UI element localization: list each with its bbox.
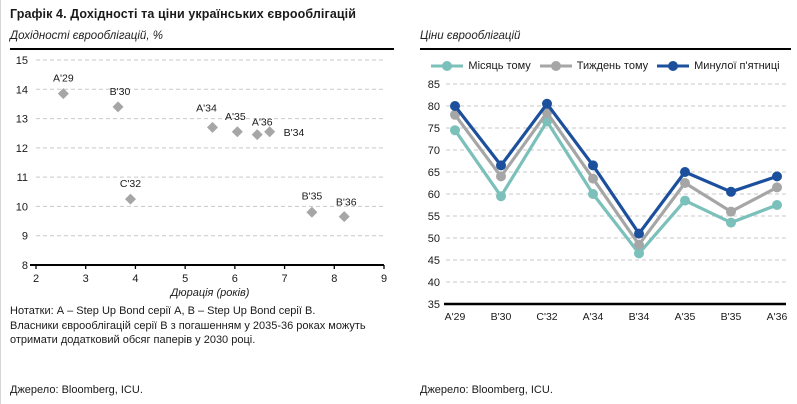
svg-text:B'30: B'30 [491, 311, 512, 323]
legend-label: Місяць тому [468, 60, 531, 72]
legend-item-last-friday: Минулої п'ятниці [657, 60, 780, 72]
svg-text:8: 8 [331, 273, 337, 285]
svg-text:4: 4 [132, 273, 138, 285]
yields-scatter-chart: 8 9 10 11 12 13 14 15 2 3 4 5 6 7 8 9 Дюрація (років) A'2… [16, 55, 387, 299]
legend-label: Минулої п'ятниці [694, 60, 780, 72]
svg-text:C'32: C'32 [536, 311, 557, 323]
source-text-right: Джерело: Bloomberg, ICU. [420, 384, 553, 396]
svg-text:A'34: A'34 [583, 311, 604, 323]
svg-text:50: 50 [428, 233, 440, 245]
svg-text:12: 12 [16, 143, 28, 155]
svg-text:C'32: C'32 [120, 178, 141, 190]
svg-text:A'35: A'35 [675, 311, 696, 323]
yields-divider-rule [10, 48, 394, 50]
svg-text:B'30: B'30 [110, 86, 131, 98]
svg-text:9: 9 [381, 273, 387, 285]
svg-text:11: 11 [17, 172, 28, 184]
svg-text:35: 35 [428, 299, 440, 311]
legend-line-marker-icon [431, 61, 464, 71]
svg-text:B'34: B'34 [629, 311, 650, 323]
source-text-left: Джерело: Bloomberg, ICU. [10, 384, 143, 396]
figure-title: Графік 4. Дохідності та ціни українських… [10, 7, 357, 21]
svg-text:A'35: A'35 [225, 111, 246, 123]
svg-text:A'29: A'29 [53, 73, 74, 85]
svg-text:15: 15 [16, 55, 28, 67]
prices-line-chart: 35 40 45 50 55 60 65 70 75 80 85 A'29 B'30 C'32 A'34 B'… [428, 79, 788, 323]
svg-text:85: 85 [428, 79, 440, 91]
svg-text:A'36: A'36 [252, 117, 273, 129]
svg-text:B'35: B'35 [721, 311, 742, 323]
svg-text:2: 2 [33, 273, 39, 285]
svg-text:A'36: A'36 [767, 311, 788, 323]
legend-label: Тиждень тому [576, 60, 649, 72]
yields-subtitle: Дохідності єврооблігацій, % [10, 30, 163, 42]
prices-subtitle: Ціни єврооблігацій [420, 30, 521, 42]
svg-text:14: 14 [16, 84, 28, 96]
svg-text:70: 70 [428, 145, 440, 157]
svg-text:10: 10 [16, 201, 28, 213]
svg-text:60: 60 [428, 189, 440, 201]
svg-text:B'34: B'34 [284, 127, 305, 139]
legend-item-week-ago: Тиждень тому [539, 60, 649, 72]
prices-panel: Ціни єврооблігацій Місяць тому Тиждень т… [420, 30, 791, 396]
svg-text:7: 7 [282, 273, 288, 285]
svg-text:A'34: A'34 [196, 102, 217, 114]
legend-line-marker-icon [539, 61, 572, 71]
chart-legend: Місяць тому Тиждень тому Минулої п'ятниц… [420, 60, 791, 72]
svg-text:40: 40 [428, 277, 440, 289]
svg-text:8: 8 [22, 260, 28, 272]
prices-divider-rule [420, 48, 791, 50]
chart-panels: Дохідності єврооблігацій, % 8 9 10 11 12 13 14… [10, 30, 791, 396]
svg-text:Дюрація (років): Дюрація (років) [169, 287, 250, 299]
notes-text: Нотатки: А – Step Up Bond серії А, В – S… [10, 305, 366, 347]
svg-text:9: 9 [22, 231, 28, 243]
legend-line-marker-icon [657, 61, 690, 71]
svg-text:3: 3 [83, 273, 89, 285]
svg-text:13: 13 [16, 114, 28, 126]
svg-text:65: 65 [428, 167, 440, 179]
svg-text:6: 6 [232, 273, 238, 285]
svg-text:75: 75 [428, 123, 440, 135]
svg-text:B'35: B'35 [302, 190, 323, 202]
svg-text:A'29: A'29 [445, 311, 466, 323]
yields-panel: Дохідності єврооблігацій, % 8 9 10 11 12 13 14… [10, 30, 394, 396]
svg-text:45: 45 [428, 255, 440, 267]
svg-text:5: 5 [182, 273, 188, 285]
svg-text:B'36: B'36 [336, 197, 357, 209]
legend-item-month-ago: Місяць тому [431, 60, 531, 72]
svg-text:55: 55 [428, 211, 440, 223]
svg-text:80: 80 [428, 101, 440, 113]
